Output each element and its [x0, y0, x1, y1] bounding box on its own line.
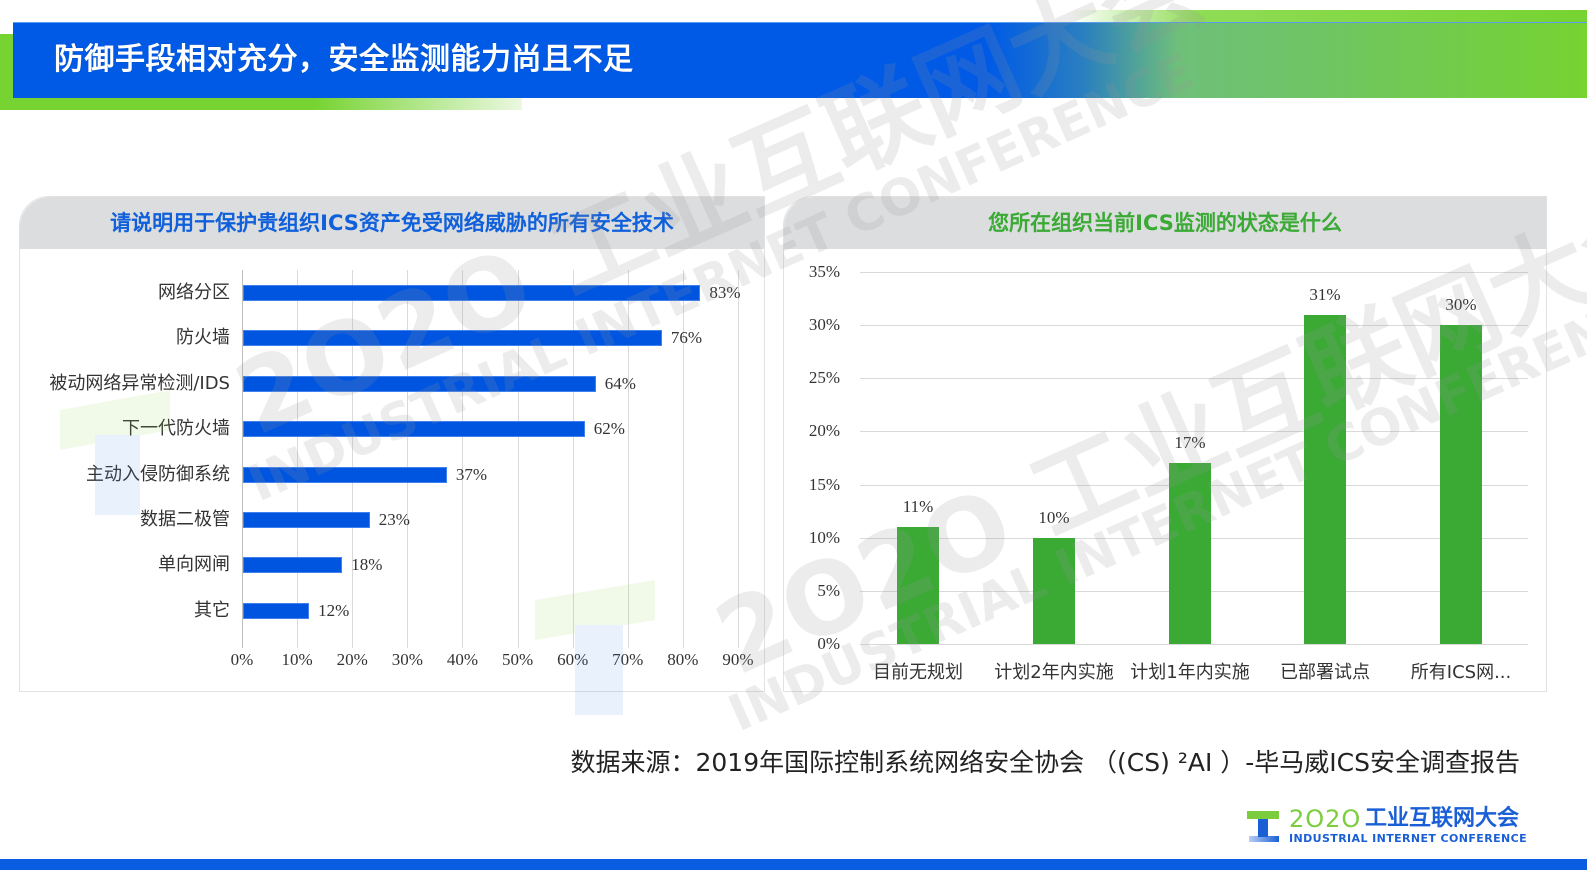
category-label: 下一代防火墙: [122, 418, 230, 440]
x-axis-tick: 50%: [501, 650, 534, 669]
bar-value-label: 18%: [351, 555, 383, 575]
gridline: [860, 272, 1528, 273]
gridline: [407, 270, 409, 648]
bar: [897, 527, 939, 644]
bar-value-label: 10%: [1038, 507, 1070, 527]
header-banner: [13, 22, 1587, 98]
conference-logo-icon: [1247, 811, 1279, 842]
gridline: [627, 270, 629, 648]
bar-value-label: 31%: [1309, 284, 1341, 304]
bar-value-label: 11%: [902, 497, 934, 517]
bar: [1304, 314, 1346, 644]
y-axis-tick: 0%: [817, 634, 840, 653]
bar-value-label: 17%: [1174, 433, 1206, 453]
y-axis-line: [242, 270, 243, 648]
gridline: [462, 270, 464, 648]
footer-bar: [0, 859, 1587, 870]
x-axis-tick: 80%: [667, 650, 699, 669]
bar-value-label: 83%: [709, 283, 741, 302]
x-axis-tick: 70%: [612, 650, 644, 669]
bar-value-label: 62%: [593, 419, 625, 439]
category-label: 数据二极管: [140, 509, 230, 530]
page-title: 防御手段相对充分，安全监测能力尚且不足: [54, 42, 634, 77]
y-axis-tick: 10%: [808, 527, 840, 547]
bar: [243, 466, 447, 483]
bar: [243, 285, 701, 301]
gridline: [738, 270, 739, 648]
bar: [243, 421, 585, 438]
category-label: 被动网络异常检测/IDS: [49, 372, 230, 394]
x-axis-tick: 40%: [446, 650, 479, 669]
category-label: 防火墙: [176, 327, 230, 349]
y-axis-tick: 25%: [808, 368, 840, 388]
gridline: [860, 431, 1528, 433]
x-axis-tick: 0%: [230, 650, 254, 669]
bar: [243, 330, 662, 347]
category-label: 单向网闸: [158, 554, 230, 576]
logo-title-en: INDUSTRIAL INTERNET CONFERENCE: [1289, 832, 1527, 845]
gridline: [517, 270, 519, 648]
category-label: 主动入侵防御系统: [86, 463, 230, 485]
y-axis-tick: 5%: [817, 580, 840, 600]
gridline: [860, 378, 1528, 380]
category-label: 目前无规划: [873, 662, 963, 683]
y-axis-tick: 35%: [808, 262, 840, 281]
bar-value-label: 64%: [604, 373, 636, 393]
chart-title: 请说明用于保护贵组织ICS资产免受网络威胁的所有安全技术: [20, 197, 764, 249]
category-label: 计划1年内实施: [1130, 662, 1250, 683]
logo-title-cn: 工业互联网大会: [1365, 806, 1520, 831]
data-source-note: 数据来源：2019年国际控制系统网络安全协会 （(CS) ²AI ）-毕马威IC…: [570, 748, 1520, 777]
bar-value-label: 30%: [1445, 295, 1477, 315]
conference-logo: 2O2O 工业互联网大会 INDUSTRIAL INTERNET CONFERE…: [1247, 806, 1527, 848]
gridline: [572, 270, 574, 648]
x-axis-tick: 20%: [336, 650, 368, 669]
x-axis-tick: 60%: [557, 650, 589, 669]
bar: [1169, 463, 1211, 644]
bar: [243, 602, 310, 619]
gridline: [860, 325, 1528, 327]
gridline: [352, 270, 354, 648]
gridline: [297, 270, 299, 648]
chart-title: 您所在组织当前ICS监测的状态是什么: [784, 197, 1546, 249]
x-axis-tick: 30%: [391, 650, 423, 669]
category-label: 计划2年内实施: [994, 662, 1114, 683]
bar: [1440, 325, 1482, 644]
y-axis-tick: 20%: [808, 421, 840, 441]
bar-value-label: 12%: [318, 600, 350, 620]
category-label: 其它: [194, 599, 230, 621]
bar: [1033, 537, 1075, 644]
logo-year: 2O2O: [1289, 805, 1362, 833]
category-label: 网络分区: [158, 282, 230, 303]
category-label: 所有ICS网...: [1410, 662, 1512, 683]
y-axis-tick: 30%: [808, 315, 840, 335]
category-label: 已部署试点: [1280, 662, 1370, 683]
bar: [243, 375, 596, 392]
y-axis-tick: 15%: [808, 474, 840, 494]
security-tech-chart-card: 请说明用于保护贵组织ICS资产免受网络威胁的所有安全技术: [19, 196, 765, 692]
gridline: [860, 644, 1528, 645]
bar-value-label: 23%: [378, 510, 410, 529]
bar: [243, 557, 343, 574]
bar: [243, 512, 370, 528]
gridline: [682, 270, 684, 648]
bar-value-label: 37%: [455, 464, 488, 484]
bar-value-label: 76%: [670, 328, 703, 348]
x-axis-tick: 10%: [281, 650, 313, 669]
x-axis-tick: 90%: [722, 650, 754, 669]
